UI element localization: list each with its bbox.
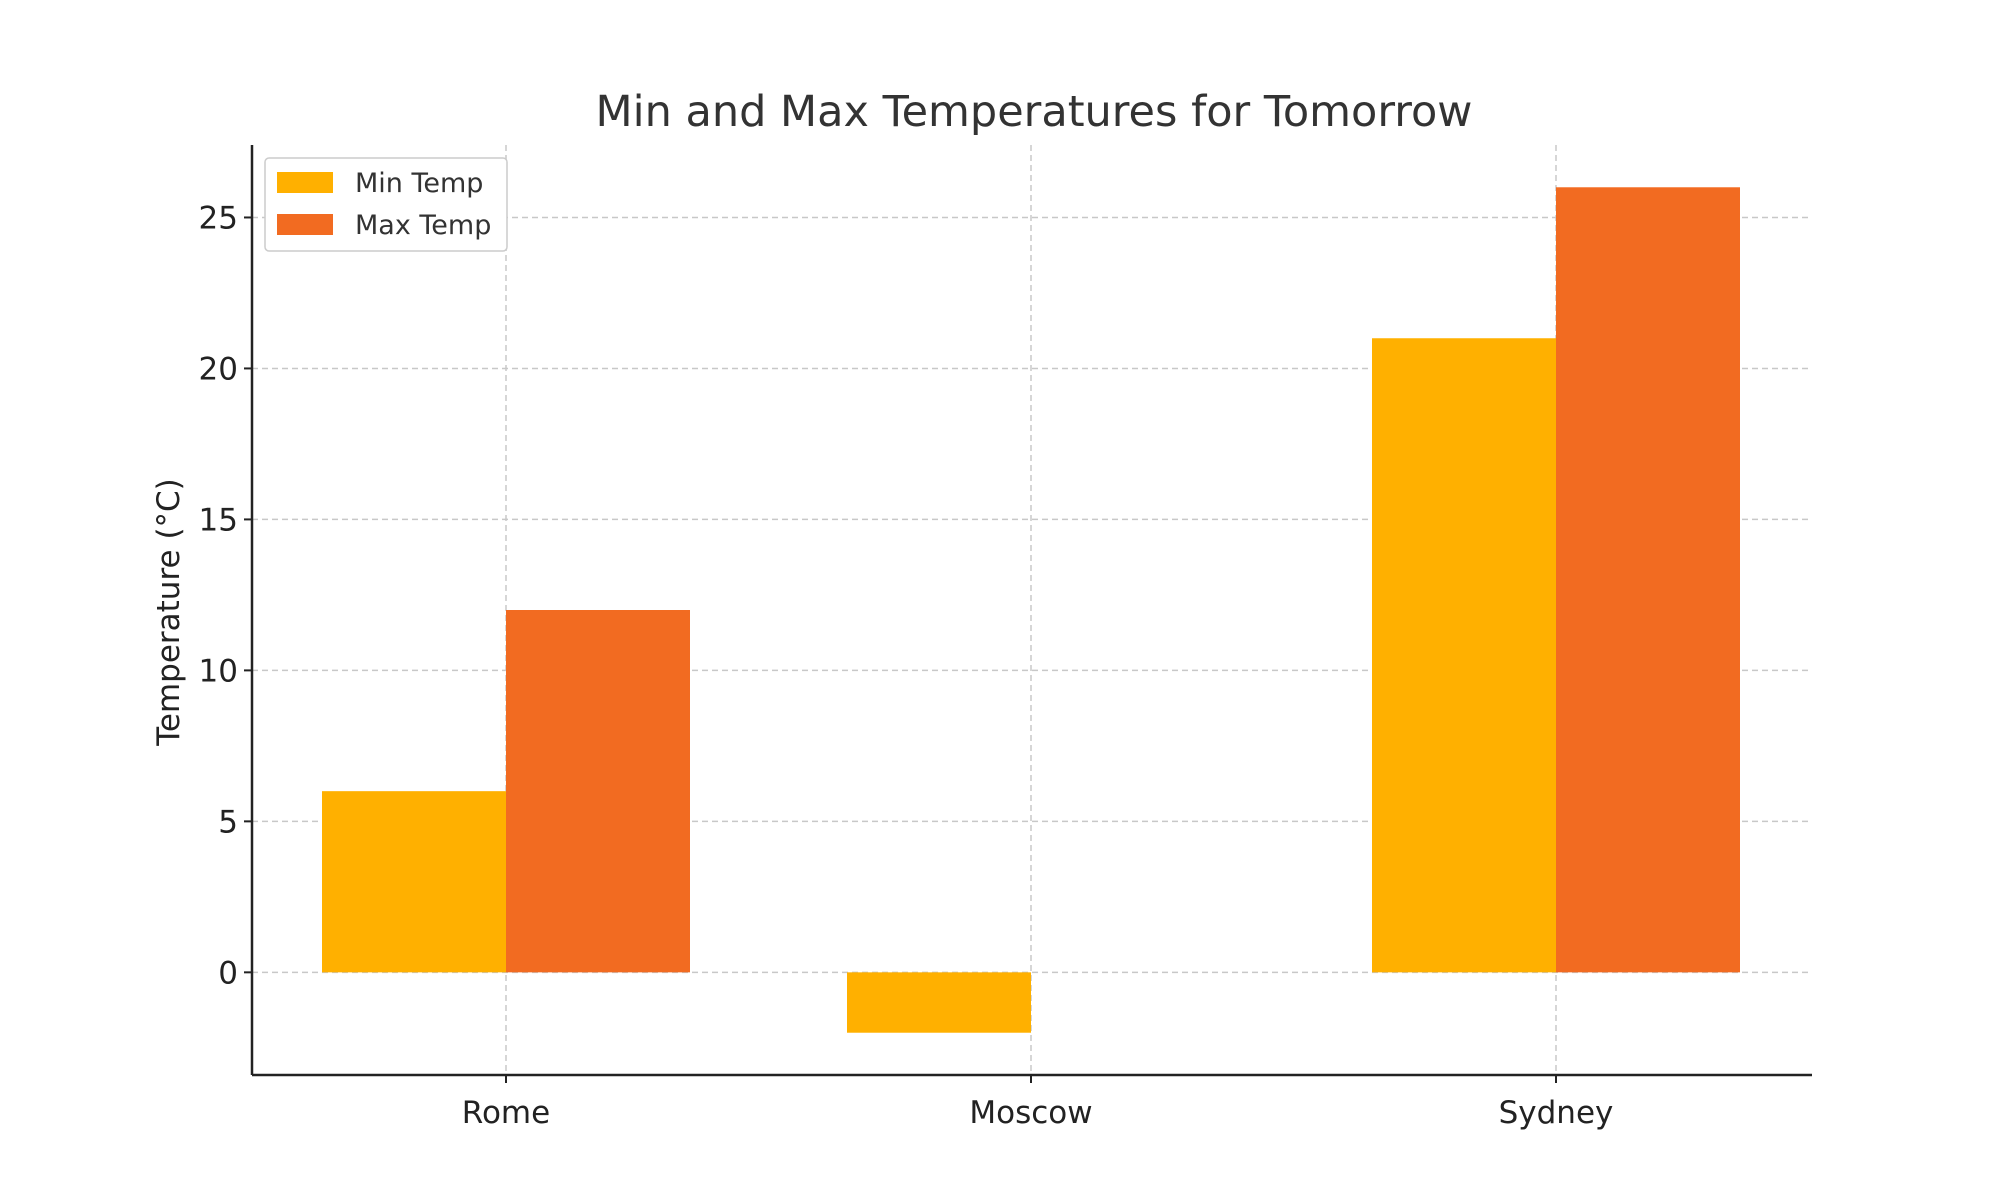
bar-min-temp-sydney <box>1372 338 1556 973</box>
y-tick-label: 5 <box>218 804 238 840</box>
chart-title: Min and Max Temperatures for Tomorrow <box>596 87 1473 137</box>
bar-min-temp-rome <box>322 791 506 973</box>
axis-layer: 0 5 10 15 20 25 Rome Moscow Sydney <box>199 145 1812 1131</box>
bar-min-temp-moscow <box>847 972 1031 1033</box>
legend-label-min-temp: Min Temp <box>355 168 483 199</box>
y-tick-label: 20 <box>199 351 238 387</box>
legend-swatch-min-temp <box>277 172 333 193</box>
y-tick-label: 10 <box>199 653 238 689</box>
x-tick-label-rome: Rome <box>462 1095 550 1131</box>
x-tick-label-sydney: Sydney <box>1499 1095 1614 1131</box>
legend-label-max-temp: Max Temp <box>355 210 491 241</box>
legend-swatch-max-temp <box>277 214 333 235</box>
y-tick-label: 15 <box>199 502 238 538</box>
bar-max-temp-rome <box>506 610 690 973</box>
bar-layer <box>322 187 1740 1033</box>
bar-max-temp-sydney <box>1556 187 1740 973</box>
legend: Min Temp Max Temp <box>264 157 508 252</box>
y-axis-label: Temperature (°C) <box>151 478 187 747</box>
x-tick-label-moscow: Moscow <box>969 1095 1092 1131</box>
y-tick-label: 0 <box>218 955 238 991</box>
y-tick-label: 25 <box>199 200 238 236</box>
